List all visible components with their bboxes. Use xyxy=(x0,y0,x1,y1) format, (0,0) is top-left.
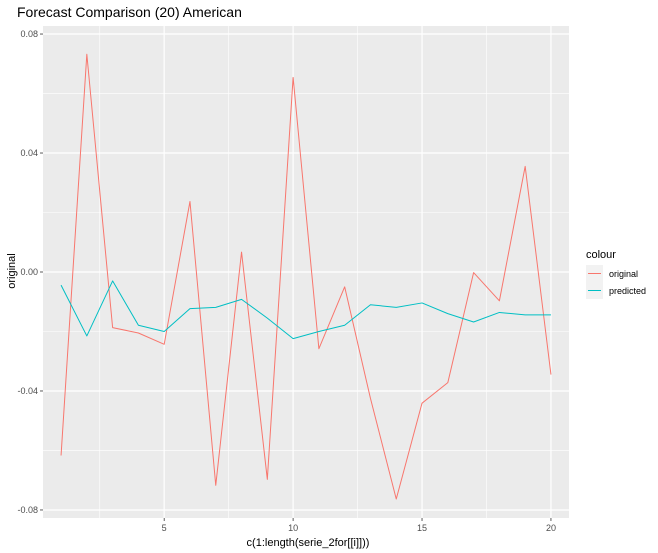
y-axis: -0.08 -0.04 0.00 0.04 0.08 xyxy=(17,29,43,515)
y-axis-title: original xyxy=(6,253,18,288)
y-tick-label: 0.04 xyxy=(20,148,38,158)
x-tick-label: 15 xyxy=(417,523,427,533)
y-tick-label: -0.04 xyxy=(17,386,38,396)
chart-title: Forecast Comparison (20) American xyxy=(17,4,242,20)
x-tick-label: 5 xyxy=(162,523,167,533)
legend-label-original: original xyxy=(609,269,638,279)
series-line-predicted xyxy=(60,280,551,340)
series-line-original xyxy=(60,53,552,500)
y-tick-label: -0.08 xyxy=(17,505,38,515)
y-tick-label: 0.00 xyxy=(20,267,38,277)
x-tick-label: 10 xyxy=(288,523,298,533)
y-tick-label: 0.08 xyxy=(20,29,38,39)
legend-title: colour xyxy=(586,249,616,261)
major-gridlines xyxy=(43,26,569,518)
x-tick-label: 20 xyxy=(546,523,556,533)
legend-label-predicted: predicted xyxy=(609,286,646,296)
x-axis-title: c(1:length(serie_2for[[i]])) xyxy=(247,537,370,549)
series-layer xyxy=(60,53,552,500)
legend: colour original predicted xyxy=(586,249,646,299)
x-axis: 5 10 15 20 xyxy=(162,518,556,533)
